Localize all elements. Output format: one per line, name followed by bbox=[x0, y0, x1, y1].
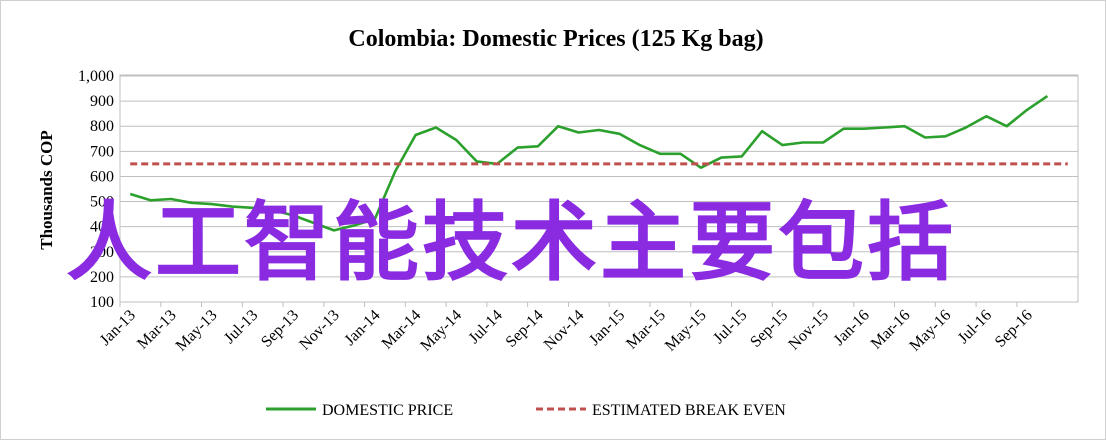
y-tick-label: 500 bbox=[90, 194, 114, 211]
x-tick-label: Jul-16 bbox=[955, 307, 995, 347]
series-line-domestic-price bbox=[129, 95, 1049, 232]
y-tick-label: 800 bbox=[90, 118, 114, 135]
x-tick-label: Sep-16 bbox=[992, 307, 1036, 351]
y-axis-ticks: 100 200 300 400 500 600 700 800 900 1,000 bbox=[78, 68, 114, 311]
x-tick-label: Jul-15 bbox=[710, 307, 750, 347]
legend: DOMESTIC PRICE ESTIMATED BREAK EVEN bbox=[266, 402, 786, 419]
x-tick-label: Jan-13 bbox=[97, 307, 139, 349]
y-tick-label: 600 bbox=[90, 168, 114, 185]
x-tick-label: Sep-15 bbox=[747, 307, 791, 351]
y-tick-label: 400 bbox=[90, 219, 114, 236]
legend-label-domestic-price: DOMESTIC PRICE bbox=[322, 402, 453, 419]
x-tick-label: Nov-14 bbox=[541, 307, 588, 354]
legend-label-break-even: ESTIMATED BREAK EVEN bbox=[592, 402, 786, 419]
x-tick-label: May-15 bbox=[662, 307, 710, 355]
x-tick-label: Mar-14 bbox=[379, 307, 425, 353]
y-tick-label: 200 bbox=[90, 269, 114, 286]
x-tick-label: Jan-16 bbox=[831, 307, 873, 349]
y-tick-label: 1,000 bbox=[78, 68, 114, 85]
y-tick-label: 100 bbox=[90, 294, 114, 311]
y-axis-label: Thousands COP bbox=[37, 130, 56, 250]
plot-border bbox=[119, 74, 1079, 303]
x-tick-label: Mar-13 bbox=[134, 307, 180, 353]
x-tick-label: Sep-14 bbox=[503, 307, 547, 351]
x-tick-label: May-16 bbox=[906, 307, 954, 355]
x-tick-label: Sep-13 bbox=[258, 307, 302, 351]
x-tick-label: Jul-14 bbox=[466, 307, 506, 347]
series-layer bbox=[129, 95, 1068, 232]
overlay-watermark-text: 人工智能技术主要包括 bbox=[66, 193, 956, 293]
chart-title: Colombia: Domestic Prices (125 Kg bag) bbox=[348, 26, 763, 52]
y-tick-label: 900 bbox=[90, 93, 114, 110]
x-tick-label: Mar-15 bbox=[623, 307, 669, 353]
x-tick-label: Nov-13 bbox=[296, 307, 343, 354]
x-tick-label: Nov-15 bbox=[785, 307, 832, 354]
gridlines bbox=[119, 74, 1079, 303]
y-tick-label: 700 bbox=[90, 143, 114, 160]
x-tick-label: Jul-13 bbox=[221, 307, 261, 347]
x-tick-label: Jan-15 bbox=[586, 307, 628, 349]
x-tick-label: May-13 bbox=[173, 307, 221, 355]
y-tick-label: 300 bbox=[90, 244, 114, 261]
x-tick-label: May-14 bbox=[417, 307, 465, 355]
x-tick-label: Jan-14 bbox=[341, 307, 383, 349]
x-tick-label: Mar-16 bbox=[868, 307, 914, 353]
